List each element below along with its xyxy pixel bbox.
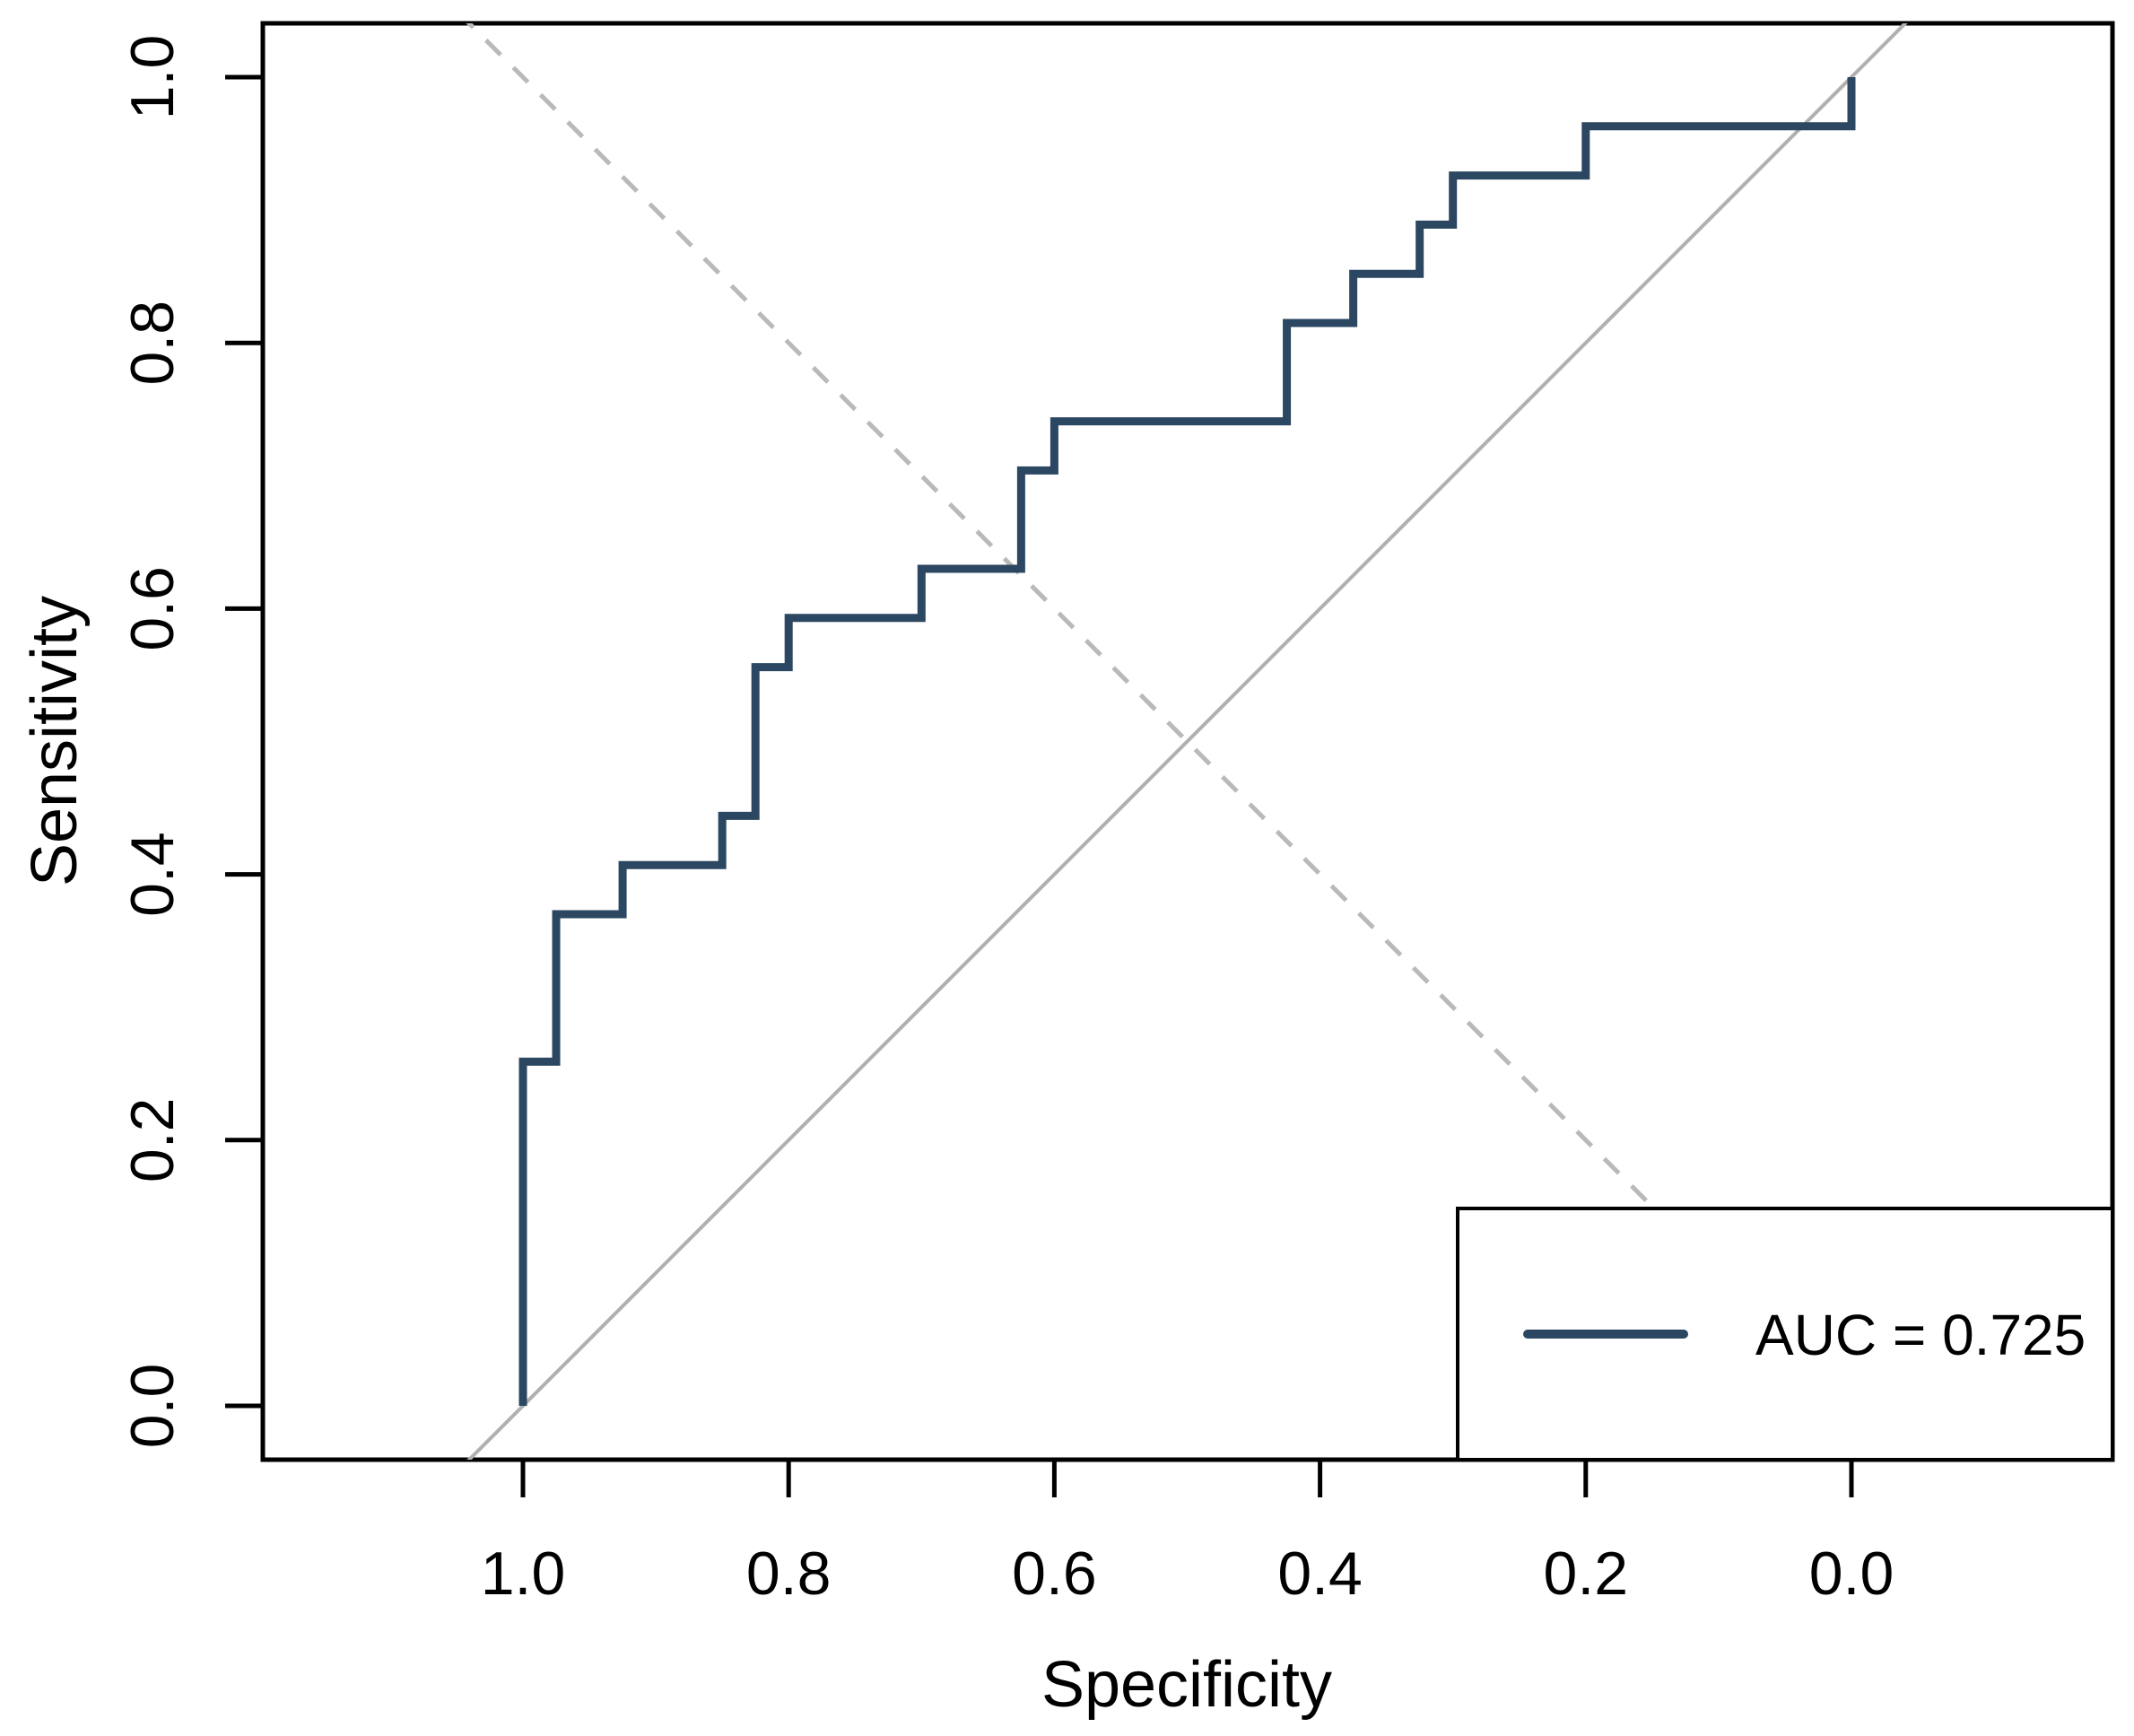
roc-curve-line <box>518 77 1856 1406</box>
y-axis: 0.0 0.2 0.4 0.6 0.8 1.0 <box>118 35 263 1449</box>
x-tick-label: 1.0 <box>481 1540 566 1608</box>
y-axis-title: Sensitivity <box>19 596 91 886</box>
x-tick-label: 0.0 <box>1809 1540 1894 1608</box>
x-tick-label: 0.6 <box>1012 1540 1097 1608</box>
legend-auc-label: AUC = 0.725 <box>1755 1303 2086 1367</box>
y-tick-label: 0.8 <box>118 301 187 386</box>
x-axis: 1.0 0.8 0.6 0.4 0.2 0.0 <box>481 1460 1894 1608</box>
plot-frame <box>260 21 2115 1462</box>
y-tick-label: 0.0 <box>118 1364 187 1449</box>
legend: AUC = 0.725 <box>1456 1207 2114 1461</box>
x-axis-title: Specificity <box>1041 1649 1332 1721</box>
x-tick-label: 0.4 <box>1277 1540 1363 1608</box>
y-tick-label: 1.0 <box>118 35 187 120</box>
y-tick-label: 0.2 <box>118 1098 187 1183</box>
x-tick-label: 0.8 <box>746 1540 832 1608</box>
y-tick-label: 0.4 <box>118 832 187 917</box>
x-tick-label: 0.2 <box>1544 1540 1629 1608</box>
y-tick-label: 0.6 <box>118 566 187 651</box>
